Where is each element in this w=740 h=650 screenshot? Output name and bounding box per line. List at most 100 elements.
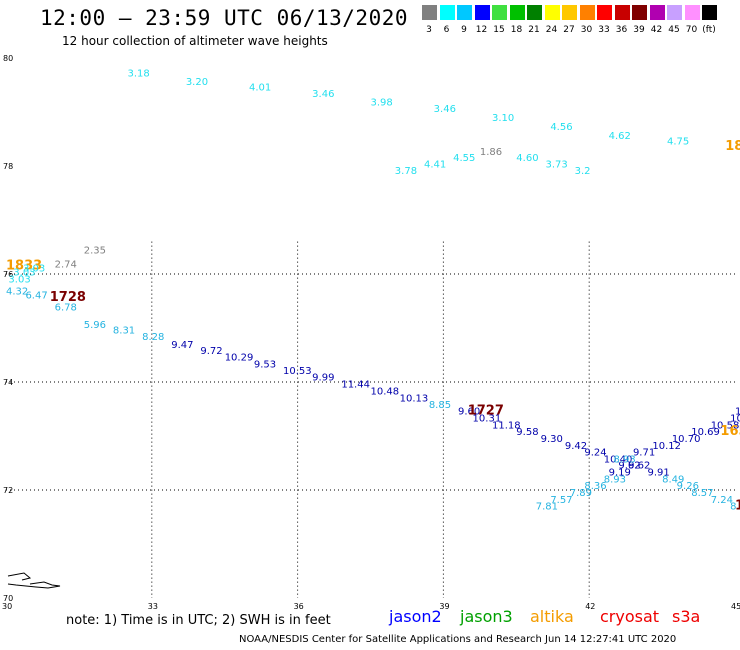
wave-height-label-65: 10.58 (711, 420, 740, 431)
scale-swatch-14 (667, 5, 682, 20)
wave-height-label-48: 9.24 (584, 447, 606, 458)
x-tick-30: 30 (2, 602, 12, 611)
wave-height-label-14: 1.86 (480, 147, 502, 158)
scale-swatch-7 (544, 5, 560, 20)
wave-height-label-4: 3.98 (371, 98, 393, 109)
scale-swatch-11 (614, 5, 630, 20)
wave-height-label-66: 10.97 (730, 413, 740, 424)
pass-time-label-42: 1727 (468, 403, 504, 418)
wave-height-label-28: 5.96 (84, 320, 106, 331)
scale-label-13: 42 (650, 25, 663, 35)
wave-height-label-40: 8.85 (429, 400, 451, 411)
wave-height-label-46: 9.30 (541, 434, 563, 445)
wave-height-label-3: 3.46 (312, 89, 334, 100)
scale-swatch-1 (439, 5, 455, 20)
wave-height-label-57: 7.24 (711, 495, 733, 506)
wave-height-label-7: 4.56 (550, 122, 572, 133)
wave-height-label-37: 11.44 (341, 379, 370, 390)
x-tick-36: 36 (294, 602, 304, 611)
scale-label-15: 70 (685, 25, 698, 35)
pass-time-label-10: 1853 (725, 139, 740, 154)
scale-label-10: 33 (598, 25, 610, 35)
pass-time-label-68: 1654 (720, 424, 740, 439)
scale-label-4: 15 (493, 25, 505, 35)
wave-height-label-64: 10.69 (691, 427, 720, 438)
scale-label-12: 39 (633, 25, 645, 35)
scale-swatch-0 (422, 5, 437, 20)
satellite-s3a: s3a (672, 607, 701, 626)
wave-height-label-17: 3.2 (575, 166, 591, 177)
wave-height-label-32: 9.72 (200, 346, 222, 357)
y-tick-74: 74 (3, 378, 13, 387)
satellite-cryosat: cryosat (600, 607, 660, 626)
wave-height-label-61: 9.71 (633, 447, 655, 458)
footer-credit: NOAA/NESDIS Center for Satellite Applica… (239, 634, 677, 645)
wave-height-label-21: 3.03 (23, 263, 45, 274)
wave-height-label-29: 8.31 (113, 325, 135, 336)
wave-height-label-55: 9.26 (677, 481, 699, 492)
scale-label-8: 27 (563, 25, 575, 35)
scale-label-11: 36 (615, 25, 628, 35)
y-tick-70: 70 (3, 594, 13, 603)
wave-height-label-16: 3.73 (545, 160, 567, 171)
x-tick-33: 33 (148, 602, 158, 611)
wave-height-label-19: 2.74 (55, 260, 77, 271)
scale-swatch-9 (579, 5, 595, 20)
satellite-altika: altika (530, 607, 574, 626)
wave-height-label-30: 8.28 (142, 332, 164, 343)
scale-label-6: 21 (528, 25, 540, 35)
wave-height-label-0: 3.18 (128, 68, 150, 79)
scale-swatch-8 (562, 5, 577, 20)
wave-height-label-73: 7.81 (536, 501, 558, 512)
wave-height-label-11: 3.78 (395, 166, 417, 177)
pass-time-label-59: 172 (735, 498, 740, 513)
wave-height-label-31: 9.47 (171, 340, 193, 351)
chart-subtitle: 12 hour collection of altimeter wave hei… (62, 34, 328, 48)
wave-height-label-52: 9.19 (609, 467, 631, 478)
wave-height-label-56: 8.57 (691, 488, 713, 499)
wave-height-label-45: 9.58 (516, 427, 538, 438)
pass-time-label-20: 1833 (6, 259, 42, 274)
wave-height-label-50: 9.62 (618, 460, 640, 471)
scale-swatch-16 (702, 5, 717, 20)
scale-label-5: 18 (510, 25, 523, 35)
wave-height-label-24: 4.32 (6, 287, 28, 298)
wave-height-label-53: 9.91 (648, 467, 670, 478)
wave-height-label-23: 3.03 (8, 275, 30, 286)
y-tick-80: 80 (3, 54, 13, 63)
wave-height-label-15: 4.60 (516, 153, 538, 164)
wave-height-label-63: 10.70 (672, 434, 701, 445)
wave-height-label-18: 2.35 (84, 245, 106, 256)
x-tick-45: 45 (731, 602, 740, 611)
scale-label-9: 30 (580, 25, 593, 35)
wave-height-label-54: 8.49 (662, 474, 684, 485)
scale-swatch-15 (684, 5, 700, 20)
scale-swatch-6 (527, 5, 542, 20)
chart-title: 12:00 – 23:59 UTC 06/13/2020 (40, 6, 409, 30)
scale-label-16: (ft) (702, 25, 716, 35)
x-tick-42: 42 (585, 602, 595, 611)
wave-height-label-5: 3.46 (434, 104, 456, 115)
wave-height-label-9: 4.75 (667, 136, 689, 147)
wave-height-label-34: 9.53 (254, 359, 276, 370)
note-text: note: 1) Time is in UTC; 2) SWH is in fe… (66, 613, 331, 628)
scale-swatch-2 (457, 5, 472, 20)
wave-height-label-69: 8.93 (604, 474, 626, 485)
scale-swatch-5 (509, 5, 525, 20)
scale-label-3: 12 (475, 25, 488, 35)
wave-height-label-41: 9.60 (458, 406, 480, 417)
pass-time-label-26: 1728 (50, 290, 86, 305)
wave-height-label-35: 10.53 (283, 366, 312, 377)
coastline (7, 572, 61, 589)
wave-height-label-72: 7.57 (550, 495, 572, 506)
wave-height-label-22: 3.03 (13, 268, 35, 279)
y-tick-78: 78 (3, 162, 13, 171)
wave-height-label-44: 11.18 (492, 420, 521, 431)
wave-height-label-62: 10.12 (652, 441, 681, 452)
x-tick-39: 39 (439, 602, 449, 611)
satellite-jason2: jason2 (389, 607, 442, 626)
satellite-jason3: jason3 (460, 607, 513, 626)
wave-height-label-49: 10.40 (604, 454, 633, 465)
wave-height-label-51: 9.62 (628, 460, 650, 471)
wave-height-label-1: 3.20 (186, 77, 208, 88)
